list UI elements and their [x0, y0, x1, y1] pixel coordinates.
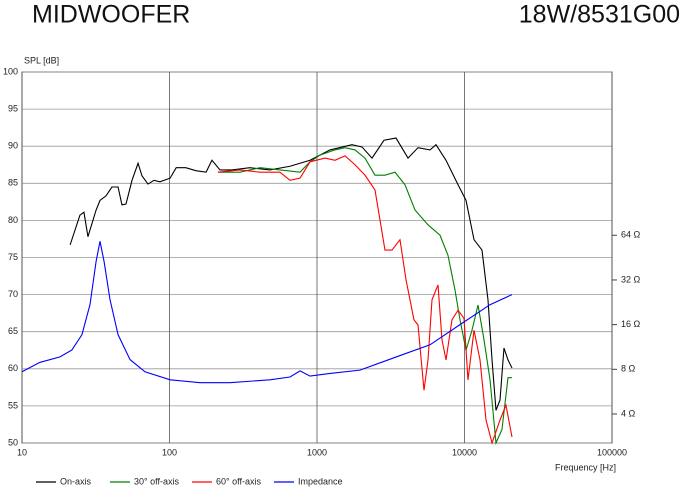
legend-label: Impedance	[298, 476, 343, 486]
series-line	[217, 147, 512, 446]
y-tick-label: 50	[8, 437, 18, 447]
y-tick-label: 80	[8, 215, 18, 225]
x-axis-label: Frequency [Hz]	[555, 462, 616, 472]
chart-subtitle: 18W/8531G00	[519, 1, 680, 29]
y-tick-label: 65	[8, 326, 18, 336]
chart-title: MIDWOOFER	[32, 1, 190, 29]
legend-label: 60° off-axis	[216, 476, 261, 486]
x-tick-label: 1000	[307, 447, 327, 457]
legend-label: 30° off-axis	[134, 476, 179, 486]
x-tick-label: 10	[17, 447, 27, 457]
y2-tick-label: 32 Ω	[621, 274, 641, 284]
x-tick-label: 100000	[597, 447, 627, 457]
y2-tick-label: 16 Ω	[621, 319, 641, 329]
y-tick-label: 85	[8, 178, 18, 188]
y2-tick-label: 64 Ω	[621, 230, 641, 240]
y2-tick-label: 4 Ω	[621, 408, 636, 418]
y-tick-label: 60	[8, 363, 18, 373]
y-tick-label: 75	[8, 252, 18, 262]
legend-label: On-axis	[60, 476, 92, 486]
y-tick-label: 90	[8, 141, 18, 151]
y-tick-label: 95	[8, 103, 18, 113]
x-tick-label: 10000	[452, 447, 477, 457]
series-line	[21, 241, 513, 384]
y-tick-label: 55	[8, 400, 18, 410]
y-axis-label: SPL [dB]	[24, 55, 59, 65]
y2-tick-label: 8 Ω	[621, 364, 636, 374]
series-line	[217, 155, 513, 445]
x-tick-label: 100	[162, 447, 177, 457]
y-tick-label: 100	[3, 66, 18, 76]
series-line	[69, 137, 513, 411]
y-tick-label: 70	[8, 289, 18, 299]
